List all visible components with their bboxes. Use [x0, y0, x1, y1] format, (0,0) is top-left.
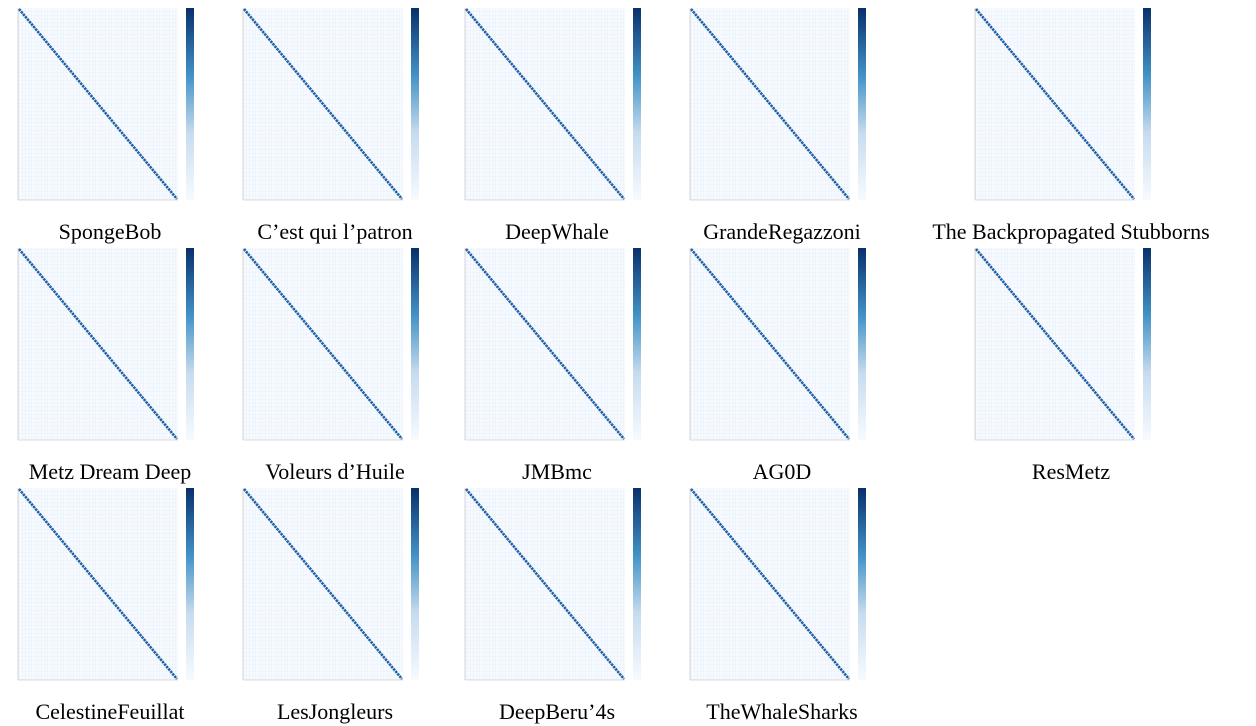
matrix-diagonal	[243, 488, 403, 680]
panel: DeepWhale	[464, 8, 641, 244]
colorbar	[1143, 8, 1151, 200]
matrix-diagonal	[975, 248, 1135, 440]
panel: The Backpropagated Stubborns	[932, 8, 1210, 244]
matrix-diagonal	[18, 488, 178, 680]
panel: JMBmc	[464, 248, 641, 484]
matrix-diagonal	[690, 248, 850, 440]
colorbar	[186, 248, 194, 440]
caption: SpongeBob	[59, 219, 162, 244]
colorbar	[411, 8, 419, 200]
caption: The Backpropagated Stubborns	[932, 219, 1209, 244]
colorbar	[186, 488, 194, 680]
colorbar	[633, 488, 641, 680]
caption: CelestineFeuillat	[35, 699, 184, 724]
matrix-diagonal	[243, 248, 403, 440]
caption: C’est qui l’patron	[257, 219, 412, 244]
panel: Metz Dream Deep	[17, 248, 194, 484]
caption: LesJongleurs	[277, 699, 393, 724]
colorbar	[858, 8, 866, 200]
panel: CelestineFeuillat	[17, 488, 194, 724]
colorbar	[186, 8, 194, 200]
colorbar	[411, 488, 419, 680]
colorbar	[858, 248, 866, 440]
matrix-diagonal	[690, 488, 850, 680]
caption: GrandeRegazzoni	[703, 219, 861, 244]
panel: LesJongleurs	[242, 488, 419, 724]
colorbar	[1143, 248, 1151, 440]
matrix-diagonal	[18, 8, 178, 200]
panel: AG0D	[689, 248, 866, 484]
panel: TheWhaleSharks	[689, 488, 866, 724]
caption: TheWhaleSharks	[706, 699, 858, 724]
panel: SpongeBob	[17, 8, 194, 244]
caption: Voleurs d’Huile	[265, 459, 405, 484]
colorbar	[411, 248, 419, 440]
panel: ResMetz	[974, 248, 1151, 484]
panel: GrandeRegazzoni	[689, 8, 866, 244]
caption: ResMetz	[1032, 459, 1110, 484]
matrix-diagonal	[465, 488, 625, 680]
caption: AG0D	[753, 459, 812, 484]
matrix-diagonal	[243, 8, 403, 200]
caption: JMBmc	[522, 459, 592, 484]
matrix-diagonal	[690, 8, 850, 200]
matrix-diagonal	[18, 248, 178, 440]
matrix-diagonal	[465, 248, 625, 440]
panel: C’est qui l’patron	[242, 8, 419, 244]
panel: DeepBeru’4s	[464, 488, 641, 724]
panel: Voleurs d’Huile	[242, 248, 419, 484]
colorbar	[633, 248, 641, 440]
matrix-diagonal	[975, 8, 1135, 200]
colorbar	[858, 488, 866, 680]
caption: DeepWhale	[505, 219, 609, 244]
colorbar	[633, 8, 641, 200]
caption: Metz Dream Deep	[29, 459, 191, 484]
matrix-diagonal	[465, 8, 625, 200]
caption: DeepBeru’4s	[499, 699, 615, 724]
